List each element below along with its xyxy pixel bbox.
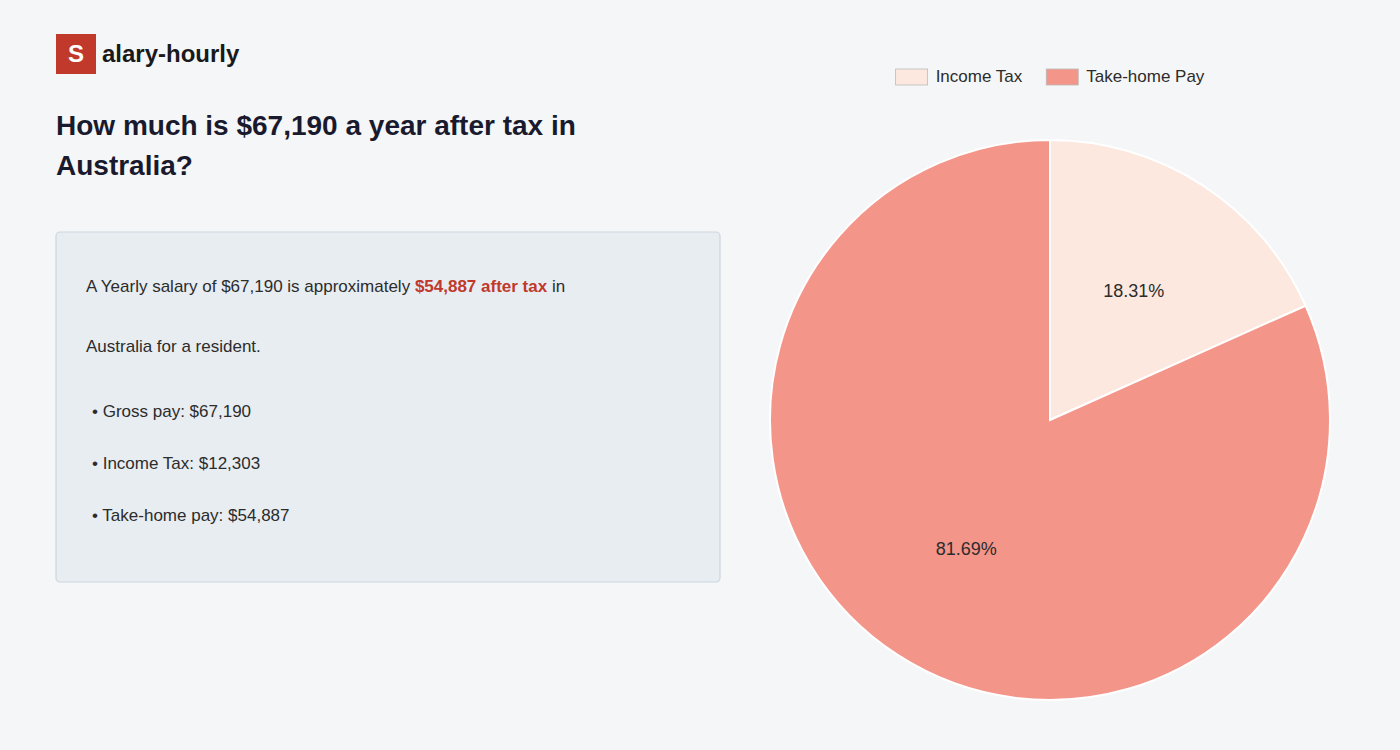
background xyxy=(0,0,1400,750)
bullet: • Gross pay: $67,190 xyxy=(92,402,251,421)
data-label: 81.69% xyxy=(936,539,997,559)
data-labels: 18.31% 81.69% xyxy=(936,281,1165,559)
logo-letter: S xyxy=(68,40,84,67)
legend-swatch xyxy=(1046,69,1078,85)
legend: Income Tax Take-home Pay xyxy=(896,67,1205,86)
legend-label: Take-home Pay xyxy=(1086,67,1205,86)
logo-box xyxy=(56,34,96,74)
legend-label: Income Tax xyxy=(936,67,1023,86)
description: Australia for a resident. xyxy=(86,337,261,356)
legend-swatch xyxy=(896,69,928,85)
title: Australia? xyxy=(56,150,193,181)
title: How much is $67,190 a year after tax in xyxy=(56,110,576,141)
info-box xyxy=(56,232,720,582)
bullet: • Take-home pay: $54,887 xyxy=(92,506,290,525)
pie xyxy=(770,140,1330,700)
logo-text: alary-hourly xyxy=(102,40,240,67)
chart: Salary-hourly How much is $67,190 a year … xyxy=(0,0,1400,750)
pie-slice xyxy=(770,140,1330,700)
description: A Yearly salary of $67,190 is approximat… xyxy=(86,277,565,296)
data-label: 18.31% xyxy=(1103,281,1164,301)
description-part: in xyxy=(547,277,565,296)
description-part: A Yearly salary of $67,190 is approximat… xyxy=(86,277,415,296)
description-highlight: $54,887 after tax xyxy=(415,277,548,296)
bullet: • Income Tax: $12,303 xyxy=(92,454,260,473)
